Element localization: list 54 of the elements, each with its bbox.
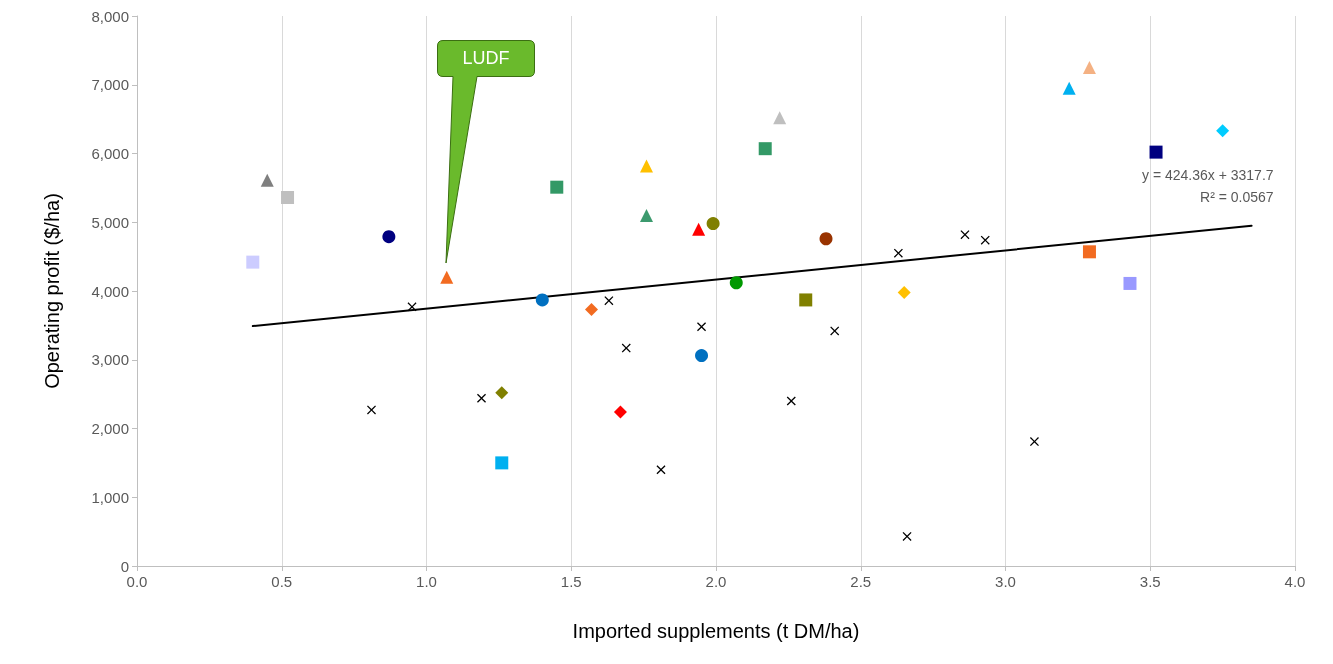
annotation: R² = 0.0567 — [1199, 187, 1274, 207]
point — [893, 248, 903, 258]
x-tick-label: 3.5 — [1139, 573, 1161, 590]
y-tick-label: 5,000 — [91, 213, 129, 231]
point — [604, 296, 614, 306]
y-tick-label: 0 — [120, 557, 129, 575]
y-tick-label: 6,000 — [91, 145, 129, 162]
point — [830, 326, 840, 336]
y-tick-label: 2,000 — [91, 420, 129, 437]
point — [477, 393, 487, 403]
point — [656, 465, 666, 475]
point — [260, 173, 274, 187]
point — [786, 396, 796, 406]
point — [535, 293, 549, 307]
point — [960, 230, 970, 240]
x-tick-label: 1.0 — [416, 573, 437, 590]
point — [819, 232, 833, 246]
y-tick-label: 7,000 — [91, 76, 129, 94]
x-axis-title: Imported supplements (t DM/ha) — [572, 620, 860, 642]
point — [980, 235, 990, 245]
point — [495, 386, 509, 400]
point — [1149, 145, 1163, 159]
point — [382, 230, 396, 244]
callout-box: LUDF — [437, 40, 535, 264]
point — [1062, 81, 1076, 95]
point — [550, 180, 564, 194]
x-tick-label: 0.5 — [271, 573, 293, 590]
point — [902, 531, 912, 541]
y-tick-label: 4,000 — [91, 282, 129, 300]
x-tick-label: 2.5 — [850, 573, 872, 590]
y-tick-label: 8,000 — [91, 7, 129, 25]
x-tick-label: 4.0 — [1284, 573, 1306, 590]
point — [697, 322, 707, 332]
point — [1123, 276, 1137, 290]
point — [407, 302, 417, 312]
point — [758, 142, 772, 156]
point — [695, 349, 709, 363]
point — [1216, 124, 1230, 138]
point — [1082, 61, 1096, 75]
annotation: LUDF — [461, 47, 511, 70]
x-tick-label: 2.0 — [705, 573, 727, 590]
point — [729, 276, 743, 290]
point — [246, 255, 260, 269]
x-tick-label: 1.5 — [560, 573, 582, 590]
annotation: y = 424.36x + 3317.7 — [1142, 165, 1274, 185]
x-tick-label: 3.0 — [995, 573, 1016, 590]
y-tick-label: 1,000 — [91, 488, 129, 506]
point — [640, 208, 654, 222]
point — [621, 343, 631, 353]
point — [366, 405, 376, 415]
point — [773, 111, 787, 125]
x-tick-label: 0.0 — [126, 573, 148, 590]
y-axis-title: Operating profit ($/ha) — [41, 193, 63, 389]
y-tick-label: 3,000 — [91, 351, 129, 369]
